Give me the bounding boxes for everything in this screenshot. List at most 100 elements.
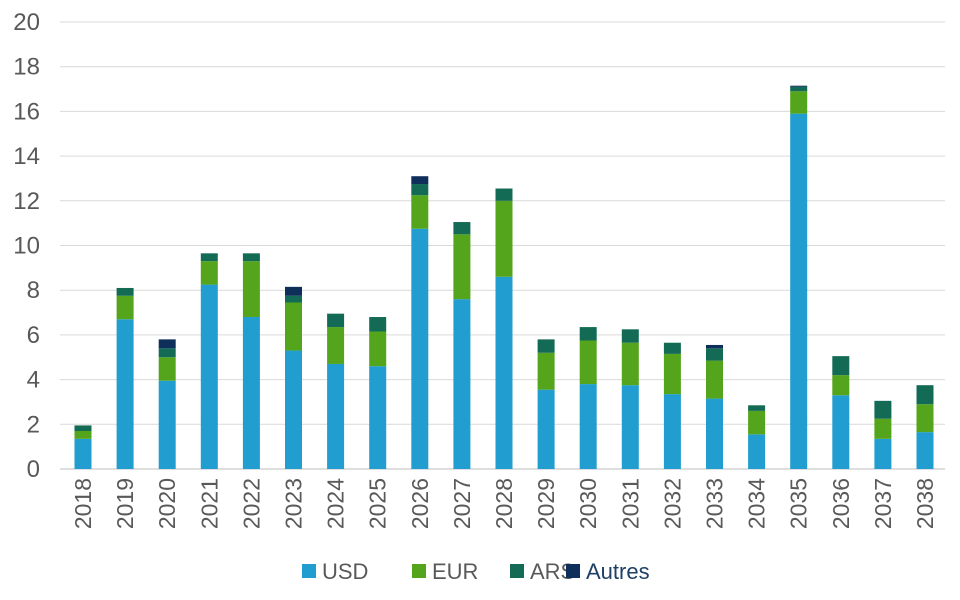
legend-label-eur: EUR	[432, 559, 478, 584]
bar-usd-2032	[663, 394, 681, 469]
bar-eur-2032	[663, 353, 681, 395]
bar-ars-2021	[200, 253, 218, 262]
bar-ars-2020	[158, 348, 176, 358]
bar-usd-2020	[158, 380, 176, 469]
bar-eur-2020	[158, 357, 176, 381]
bar-eur-2026	[411, 195, 429, 229]
bar-usd-2023	[285, 350, 302, 469]
bar-eur-2025	[369, 331, 387, 367]
x-tick-label: 2023	[281, 478, 307, 529]
bar-usd-2026	[411, 228, 429, 469]
bar-usd-2038	[916, 432, 934, 469]
bar-ars-2032	[663, 342, 681, 354]
bar-usd-2018	[74, 438, 92, 469]
x-tick-label: 2035	[786, 478, 812, 529]
x-tick-label: 2037	[870, 478, 896, 529]
bar-ars-2029	[537, 339, 555, 353]
bar-ars-2034	[748, 405, 766, 411]
bar-autres-2023	[285, 286, 302, 296]
bar-autres-2033	[706, 344, 723, 349]
y-tick-label: 10	[13, 233, 40, 260]
bar-usd-2025	[369, 366, 387, 469]
bar-ars-2027	[453, 222, 471, 235]
bar-ars-2024	[327, 313, 345, 328]
bar-usd-2022	[242, 317, 260, 469]
x-tick-label: 2034	[744, 478, 770, 529]
bar-usd-2035	[790, 113, 808, 469]
y-tick-label: 20	[13, 9, 40, 36]
y-tick-label: 16	[13, 98, 40, 125]
bar-eur-2021	[200, 261, 218, 285]
x-tick-label: 2036	[828, 478, 854, 529]
bar-eur-2034	[748, 410, 766, 435]
bar-usd-2024	[327, 363, 345, 469]
bar-eur-2027	[453, 234, 471, 300]
x-tick-label: 2025	[365, 478, 391, 529]
y-tick-label: 14	[13, 143, 40, 170]
bar-ars-2028	[495, 188, 513, 201]
bar-eur-2023	[285, 302, 302, 351]
x-tick-label: 2026	[407, 478, 433, 529]
bar-usd-2031	[621, 385, 639, 469]
bar-ars-2036	[832, 356, 850, 376]
x-tick-label: 2021	[196, 478, 222, 529]
y-tick-label: 6	[27, 322, 40, 349]
bar-eur-2035	[790, 91, 808, 114]
y-tick-label: 8	[27, 277, 40, 304]
bar-eur-2024	[327, 327, 345, 364]
bar-eur-2022	[242, 261, 260, 318]
x-tick-label: 2031	[617, 478, 643, 529]
bar-autres-2026	[411, 176, 429, 185]
x-tick-label: 2033	[702, 478, 728, 529]
bar-ars-2035	[790, 86, 808, 92]
x-tick-label: 2032	[659, 478, 685, 529]
bar-eur-2028	[495, 200, 513, 277]
bar-usd-2036	[832, 395, 850, 469]
legend-swatch-usd	[302, 564, 316, 578]
x-tick-label: 2024	[323, 478, 349, 529]
bar-usd-2028	[495, 276, 513, 469]
x-tick-label: 2027	[449, 478, 475, 529]
x-tick-label: 2019	[112, 478, 138, 529]
y-axis-ticks: 0 2 4 6 8 10 12 14 16 18 20	[13, 9, 40, 483]
legend-swatch-autres	[566, 564, 580, 578]
bar-autres-2020	[158, 339, 176, 349]
bar-usd-2021	[200, 284, 218, 469]
x-tick-label: 2020	[154, 478, 180, 529]
y-tick-label: 18	[13, 54, 40, 81]
bar-usd-2033	[706, 398, 723, 469]
legend-label-usd: USD	[322, 559, 368, 584]
y-tick-label: 12	[13, 188, 40, 215]
x-axis-ticks: 2018 2019 2020 2021 2022 2023 2024 2025 2026 2027…	[70, 478, 938, 529]
bar-ars-2038	[916, 385, 934, 405]
bar-ars-2031	[621, 329, 639, 343]
bar-usd-2030	[579, 384, 597, 469]
bar-ars-2023	[285, 295, 302, 303]
bar-usd-2034	[748, 434, 766, 469]
legend-swatch-ars	[510, 564, 524, 578]
bar-eur-2030	[579, 340, 597, 385]
legend-label-autres: Autres	[586, 559, 650, 584]
bar-ars-2033	[706, 348, 723, 361]
bar-eur-2018	[74, 431, 92, 439]
bar-eur-2038	[916, 404, 934, 433]
bar-ars-2018	[74, 425, 92, 432]
bar-usd-2037	[874, 438, 892, 469]
y-tick-label: 2	[27, 411, 40, 438]
bar-ars-2026	[411, 184, 429, 196]
x-tick-label: 2028	[491, 478, 517, 529]
bar-usd-2027	[453, 299, 471, 469]
bar-eur-2037	[874, 418, 892, 439]
bar-eur-2033	[706, 360, 723, 399]
y-tick-label: 0	[27, 456, 40, 483]
bar-ars-2037	[874, 400, 892, 419]
x-tick-label: 2022	[238, 478, 264, 529]
x-tick-label: 2029	[533, 478, 559, 529]
bar-usd-2019	[116, 319, 134, 469]
bar-ars-2030	[579, 327, 597, 341]
bar-ars-2022	[242, 253, 260, 262]
bar-eur-2029	[537, 352, 555, 390]
bar-usd-2029	[537, 389, 555, 469]
